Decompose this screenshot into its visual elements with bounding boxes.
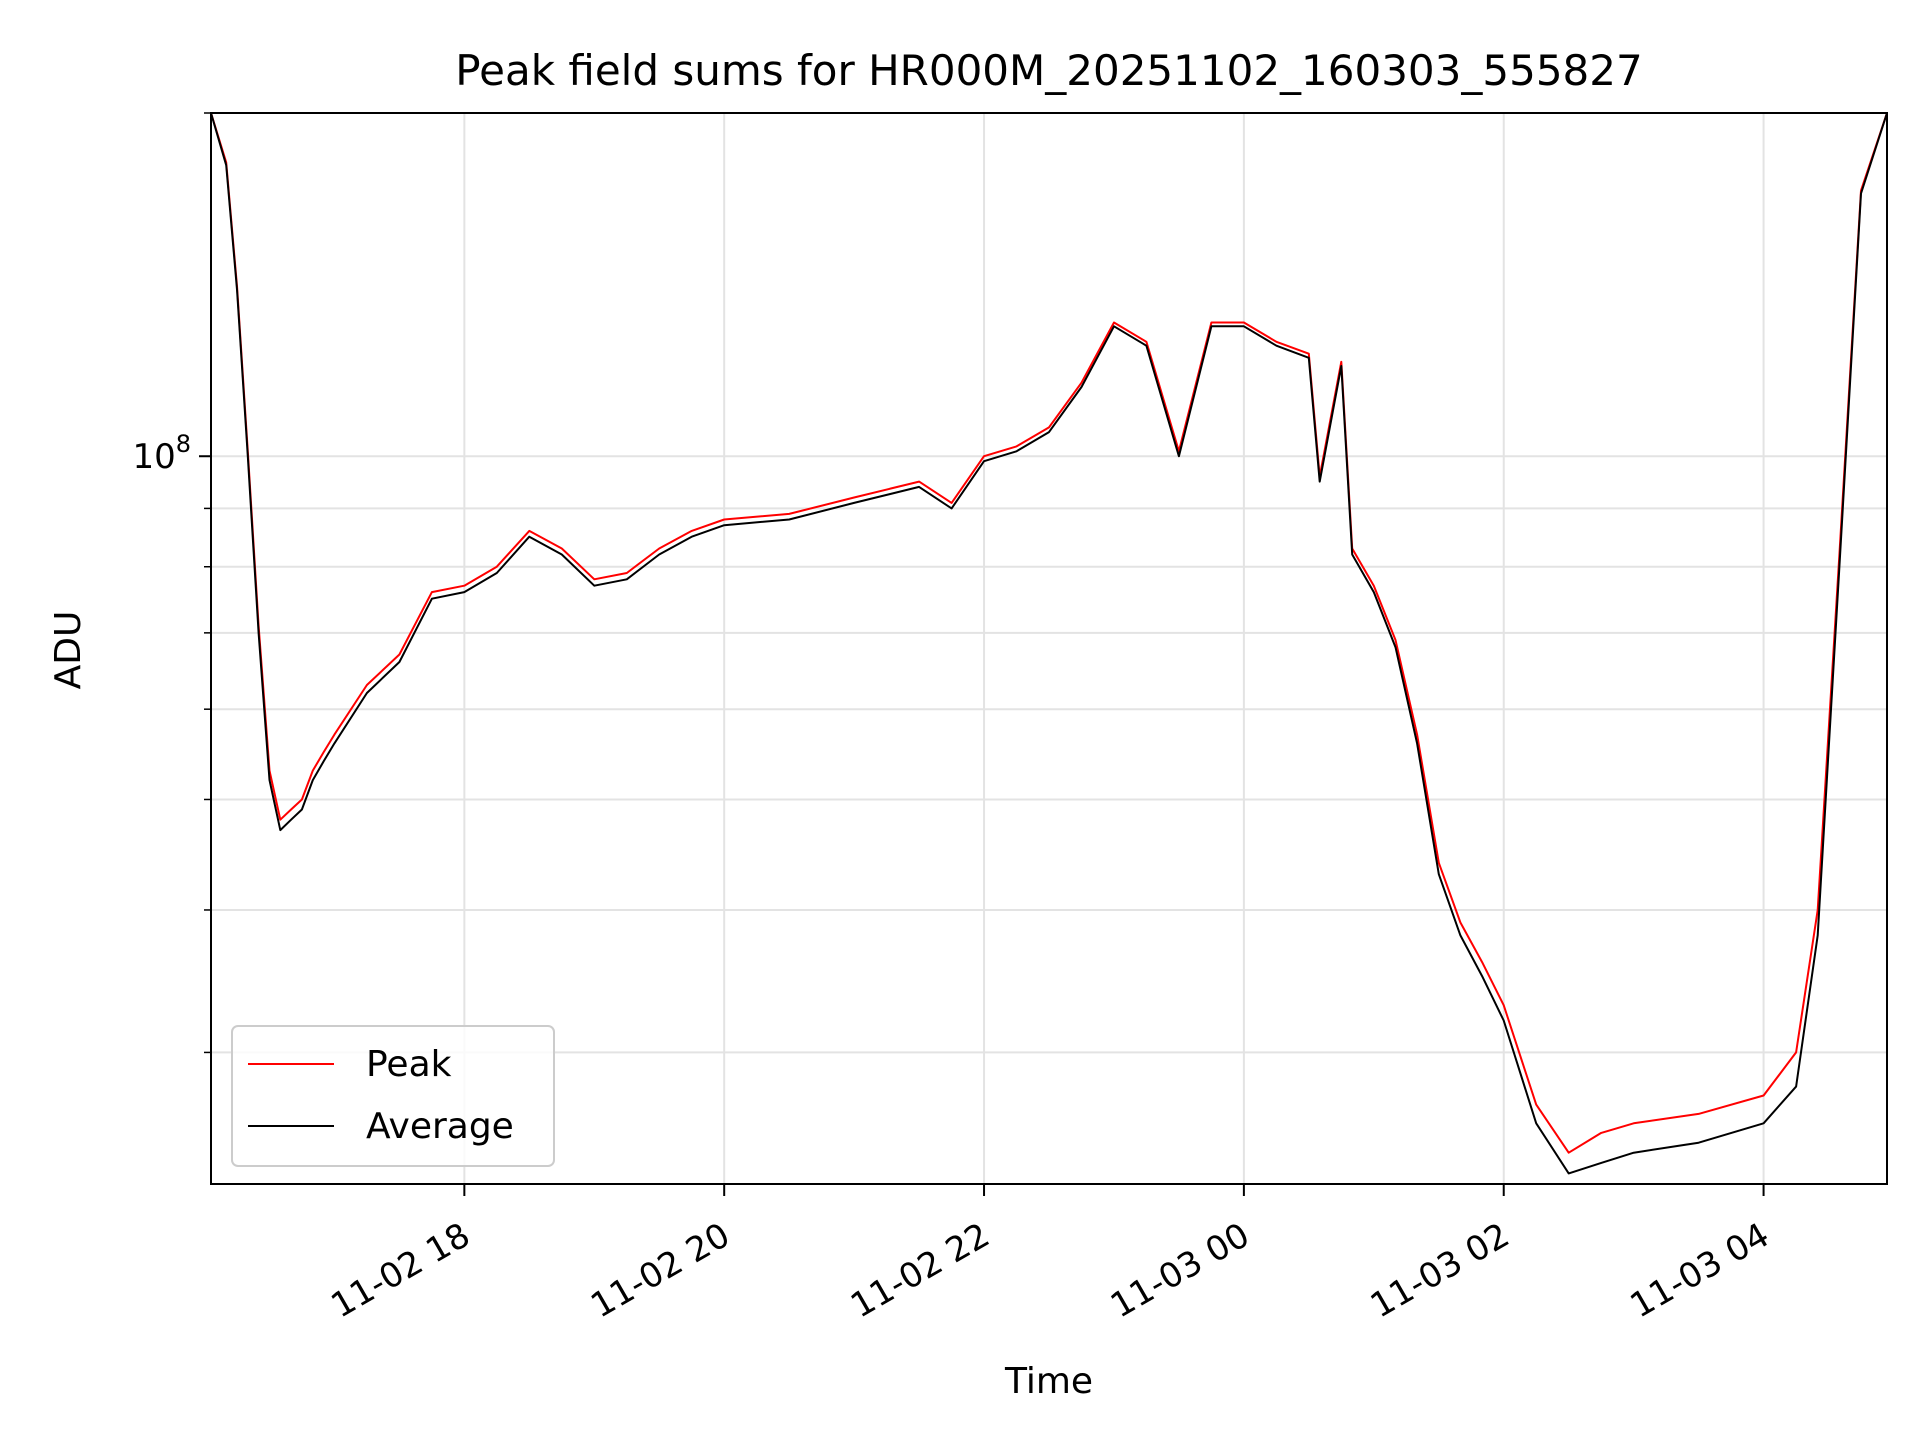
legend-box — [231, 1025, 555, 1167]
legend-label-average: Average — [366, 1106, 514, 1147]
series-line-peak — [210, 112, 1888, 1154]
y-axis-title: ADU — [48, 611, 89, 690]
series-line-average — [210, 112, 1888, 1175]
series-lines — [210, 112, 1888, 1175]
y-tick-label: 108 — [132, 430, 191, 477]
legend-label-peak: Peak — [366, 1044, 452, 1085]
chart-title: Peak field sums for HR000M_20251102_1603… — [455, 46, 1642, 95]
legend: Peak Average — [231, 1025, 555, 1167]
plot-frame — [210, 112, 1888, 1185]
x-axis-title: Time — [1004, 1361, 1093, 1402]
